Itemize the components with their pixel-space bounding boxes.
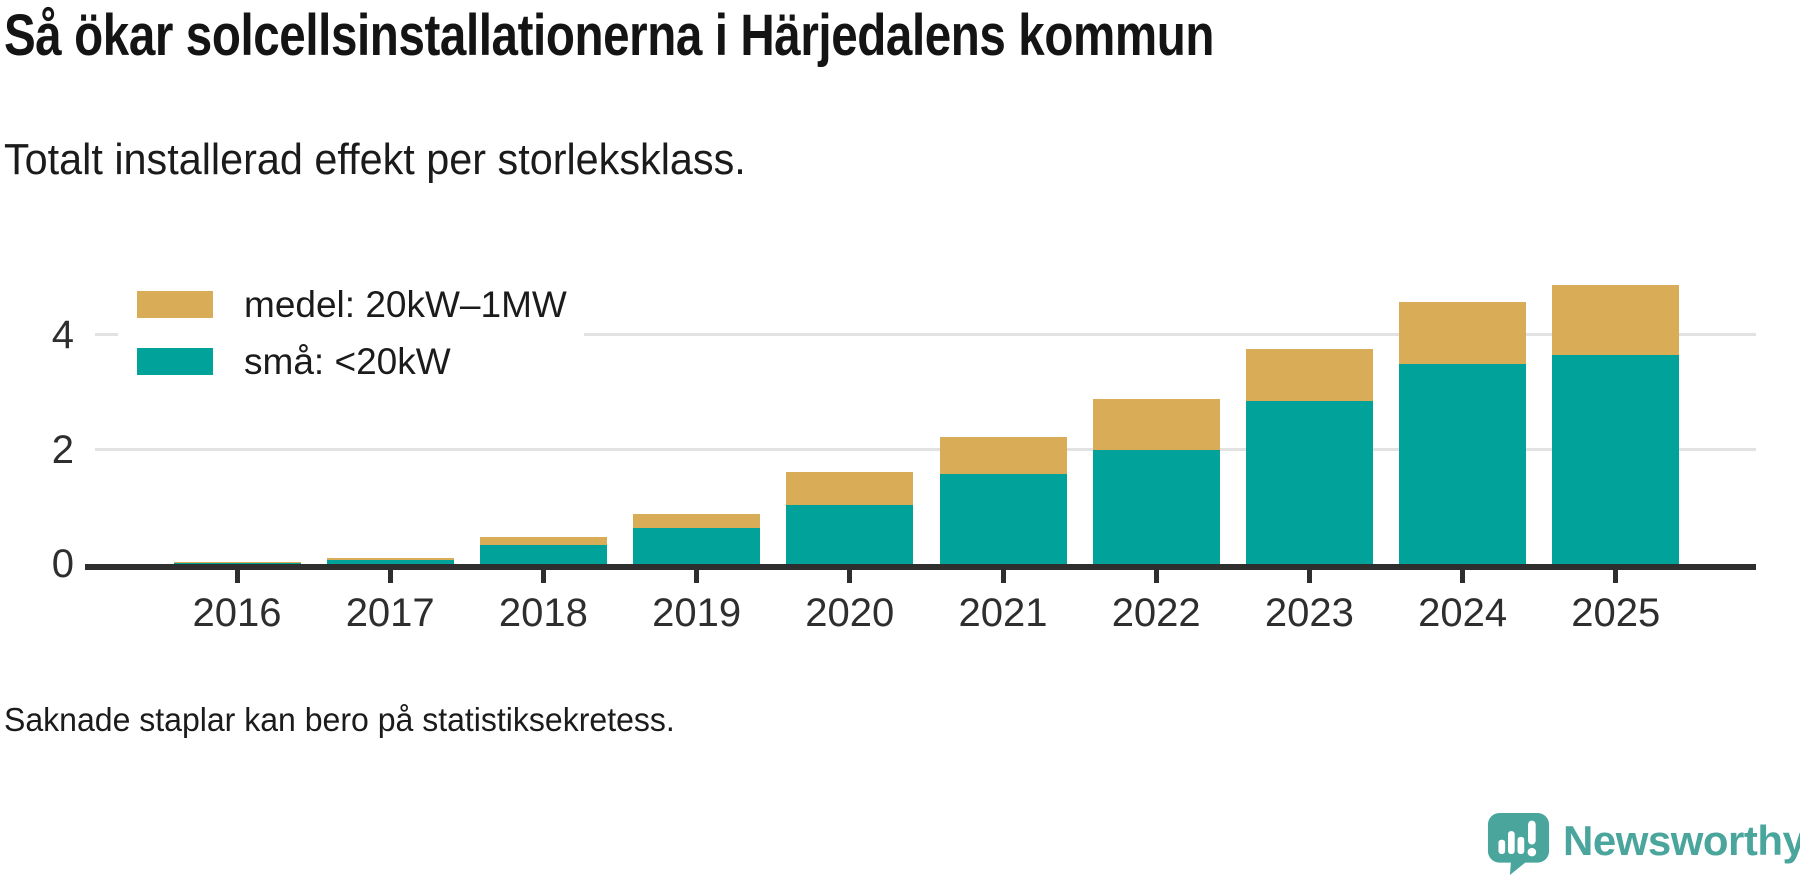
bar-segment-2025 [1552,354,1680,564]
bar-segment-2018 [479,544,607,564]
x-tick-2016 [234,566,240,583]
x-axis-line [85,564,1756,570]
bar-segment-2019 [633,527,761,564]
page-title: Så ökar solcellsinstallationerna i Härje… [4,3,1214,68]
newsworthy-wordmark: Newsworthy [1563,817,1800,864]
logo-exclamation-dot [1527,847,1537,857]
bar-segment-2023 [1245,400,1373,564]
x-tick-2018 [540,566,546,583]
x-tick-2020 [847,566,853,583]
x-tick-label-2020: 2020 [805,591,895,635]
x-tick-2025 [1613,566,1619,583]
bar-segment-2024 [1399,302,1527,364]
bar-segment-2019 [633,514,761,528]
legend-item-sma: små: <20kW [137,343,461,380]
x-tick-label-2016: 2016 [192,591,282,635]
legend-item-medel: medel: 20kW–1MW [137,286,577,323]
bar-segment-2017 [326,559,454,564]
bar-segment-2020 [786,504,914,564]
x-tick-label-2017: 2017 [345,591,435,635]
x-tick-2023 [1306,566,1312,583]
bar-segment-2020 [786,471,914,505]
y-axis-label: 4 [51,313,74,358]
logo-bar-small [1498,839,1506,855]
x-tick-2024 [1460,566,1466,583]
bar-segment-2022 [1092,449,1220,564]
bar-segment-2024 [1399,363,1527,564]
x-tick-2021 [1000,566,1006,583]
y-axis-label: 2 [51,427,74,472]
bar-segment-2025 [1552,284,1680,355]
logo-bar-medium [1517,836,1525,855]
x-tick-2017 [387,566,393,583]
x-tick-label-2025: 2025 [1571,591,1661,635]
newsworthy-logo: Newsworthy [1487,812,1800,876]
chart-subtitle: Totalt installerad effekt per storlekskl… [4,135,746,184]
logo-bar-tall [1508,831,1515,855]
bar-segment-2021 [939,474,1067,564]
legend-label-medel: medel: 20kW–1MW [244,284,567,325]
x-tick-label-2024: 2024 [1418,591,1508,635]
bar-segment-2017 [326,557,454,560]
legend-swatch-sma [137,348,213,375]
footnote: Saknade staplar kan bero på statistiksek… [4,701,675,738]
bar-segment-2016 [173,561,301,564]
x-tick-label-2023: 2023 [1264,591,1354,635]
bar-segment-2018 [479,536,607,545]
newsworthy-logo-icon [1487,812,1550,876]
bar-segment-2021 [939,437,1067,475]
legend-swatch-medel [137,291,213,318]
x-tick-label-2018: 2018 [498,591,588,635]
x-tick-2022 [1153,566,1159,583]
gridline-y4 [95,333,1756,337]
x-tick-label-2022: 2022 [1111,591,1201,635]
legend-label-sma: små: <20kW [244,341,451,382]
y-axis-label: 0 [51,542,74,586]
x-tick-label-2019: 2019 [652,591,742,635]
bar-segment-2016 [173,563,301,564]
bar-segment-2022 [1092,398,1220,450]
logo-exclamation-bar [1528,820,1536,845]
x-tick-label-2021: 2021 [958,591,1048,635]
gridline-y2 [95,447,1756,451]
x-tick-2019 [694,566,700,583]
bar-segment-2023 [1245,348,1373,401]
